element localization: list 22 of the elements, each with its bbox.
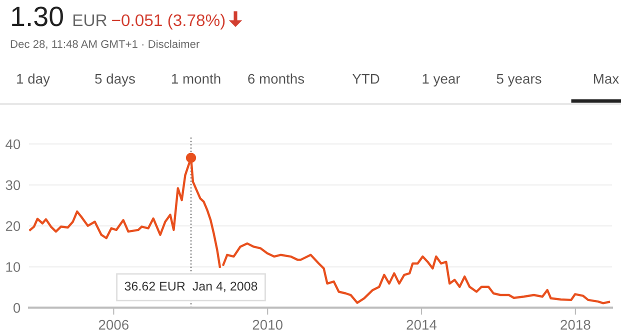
- chart-subtitle: Dec 28, 11:48 AM GMT+1 · Disclaimer: [10, 40, 200, 50]
- text: 5 days: [95, 74, 135, 86]
- y-tick-label: 10: [6, 262, 20, 272]
- y-tick-label: 0: [13, 303, 20, 313]
- text: −0.051 (3.78%): [112, 14, 225, 30]
- text: 5 years: [496, 74, 542, 86]
- y-tick-label: 20: [6, 221, 20, 232]
- y-tick-label: 30: [6, 180, 20, 190]
- text: 6 months: [248, 74, 304, 84]
- x-tick-label: 2018: [560, 320, 590, 330]
- annotation: 36.62 EUR Jan 4, 2008: [124, 282, 258, 292]
- text: EUR: [73, 14, 107, 26]
- y-tick-label: 40: [6, 139, 20, 150]
- text: Max: [594, 74, 619, 84]
- text: YTD: [352, 74, 380, 84]
- chart-title: 1.30: [12, 6, 63, 26]
- x-tick-label: 2006: [98, 320, 128, 330]
- text: 1 month: [172, 74, 220, 84]
- x-tick-label: 2014: [406, 320, 437, 330]
- text: 1 year: [422, 74, 460, 86]
- text: 1 day: [17, 74, 50, 86]
- x-tick-label: 2010: [252, 320, 282, 330]
